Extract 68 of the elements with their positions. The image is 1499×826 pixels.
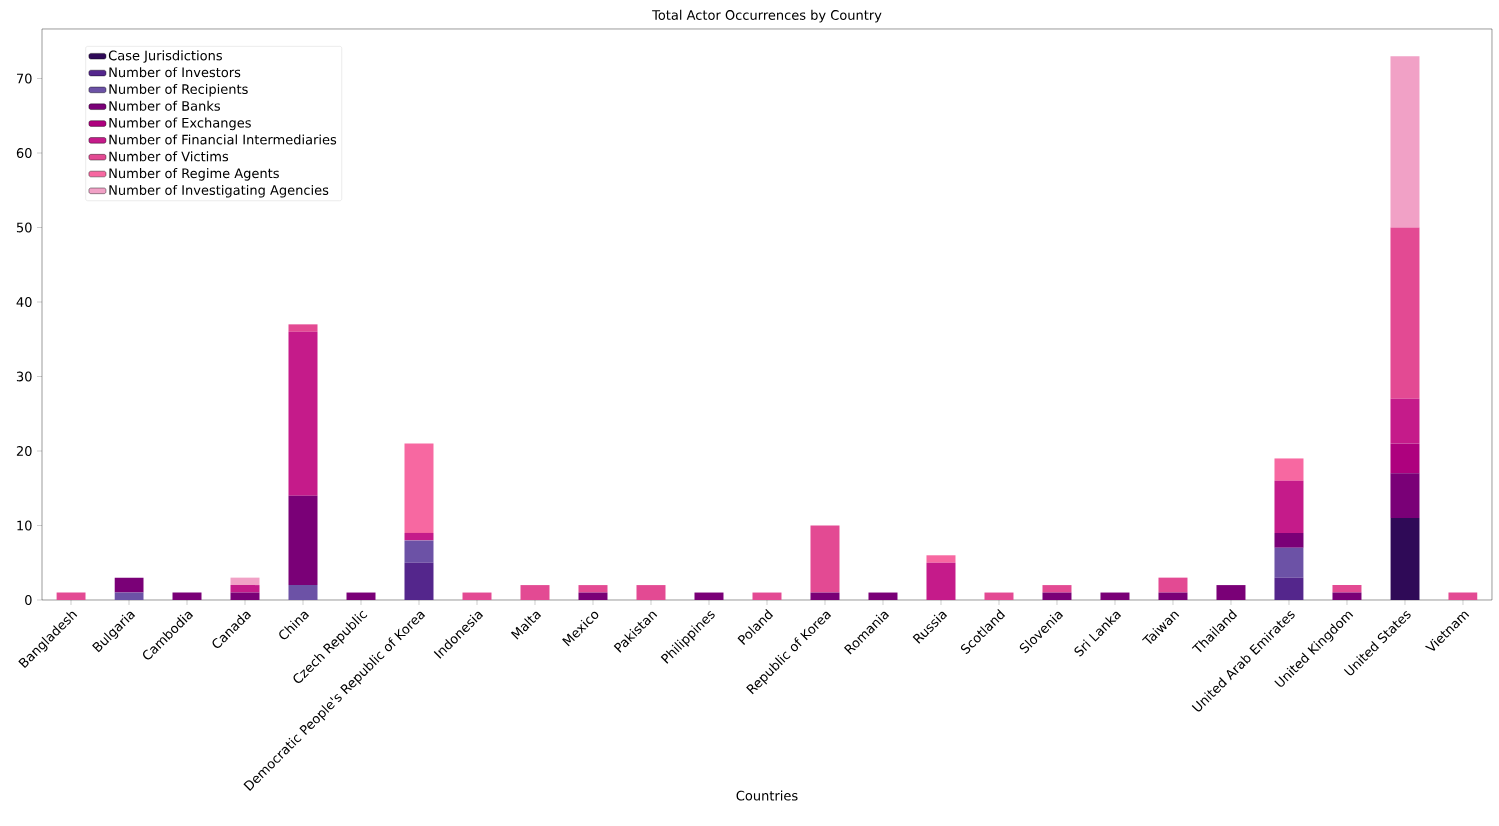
legend-label: Number of Victims — [109, 151, 229, 162]
legend-label: Number of Regime Agents — [109, 168, 279, 181]
bar — [288, 324, 318, 332]
bar — [810, 592, 840, 600]
bar — [578, 585, 608, 593]
legend-label: Number of Exchanges — [109, 117, 251, 131]
bar — [1158, 592, 1188, 600]
bar — [1100, 592, 1130, 600]
bar — [694, 592, 724, 600]
bar — [1390, 227, 1420, 399]
bar — [1274, 458, 1304, 481]
bar — [230, 577, 260, 586]
legend-label: Number of Recipients — [109, 83, 248, 97]
bar — [1274, 547, 1304, 578]
y-tick-label: 0 — [25, 595, 32, 605]
bar — [636, 585, 666, 600]
bar — [404, 532, 434, 541]
legend-label: Number of Investors — [109, 67, 241, 78]
bar — [1390, 443, 1420, 474]
bar — [984, 592, 1014, 600]
bar — [288, 585, 318, 600]
y-tick-label: 70 — [17, 73, 32, 84]
bar — [462, 592, 492, 600]
y-tick-label: 10 — [17, 520, 32, 531]
bar — [1332, 585, 1362, 593]
bar — [56, 592, 86, 600]
bar — [1158, 577, 1188, 593]
bar — [404, 443, 434, 533]
bar — [1274, 577, 1304, 600]
bar — [1042, 585, 1072, 593]
y-tick-label: 40 — [16, 297, 32, 307]
bar — [926, 555, 956, 563]
bar — [810, 525, 840, 593]
legend-label: Number of Investigating Agencies — [109, 184, 329, 198]
y-tick-label: 30 — [16, 371, 32, 382]
legend-label: Number of Banks — [109, 100, 220, 111]
y-tick-label: 60 — [16, 148, 32, 158]
legend-label: Number of Financial Intermediaries — [109, 134, 337, 145]
y-tick-label: 50 — [16, 222, 32, 233]
bar — [404, 540, 434, 563]
bar — [1448, 592, 1478, 600]
bar — [1390, 518, 1420, 600]
bar — [1332, 592, 1362, 600]
bar — [1042, 592, 1072, 600]
bar — [578, 592, 608, 600]
bar — [1274, 480, 1304, 533]
chart-title: Total Actor Occurrences by Country — [652, 9, 882, 23]
bar — [520, 585, 550, 600]
bar — [172, 592, 202, 600]
bar — [230, 592, 260, 600]
bar — [1274, 532, 1304, 548]
bar — [346, 592, 376, 600]
legend-label: Case Jurisdictions — [108, 50, 222, 63]
bar — [1216, 585, 1246, 600]
bar — [868, 592, 898, 600]
bar — [1390, 56, 1420, 228]
bar — [230, 585, 260, 593]
x-axis-title: Countries — [736, 790, 798, 801]
bar — [114, 577, 144, 593]
y-tick-label: 20 — [16, 446, 32, 456]
bar — [752, 592, 782, 600]
bar — [1390, 398, 1420, 444]
bar — [288, 495, 318, 586]
bar — [404, 562, 434, 600]
bar — [114, 592, 144, 600]
bar — [288, 331, 318, 496]
bar — [926, 562, 956, 600]
bar — [1390, 473, 1420, 519]
